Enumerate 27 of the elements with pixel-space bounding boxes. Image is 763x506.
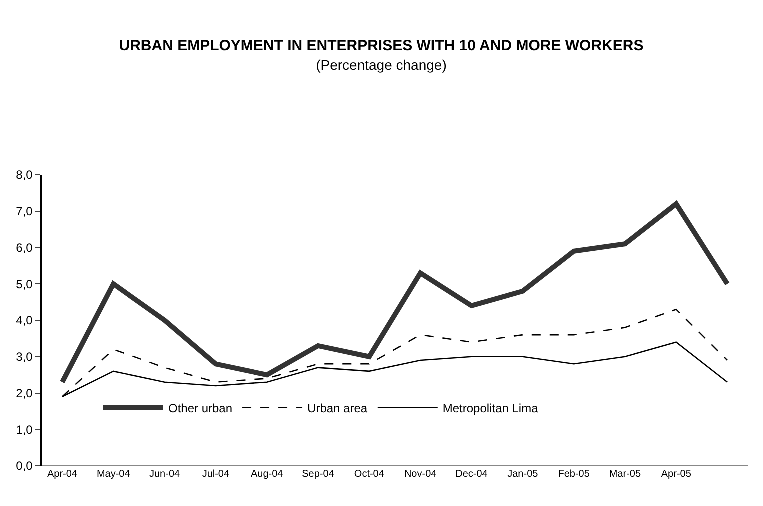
x-tick-label: Dec-04 <box>456 469 488 480</box>
y-tick-label: 7,0 <box>16 204 34 219</box>
x-tick-label: Aug-04 <box>250 469 284 480</box>
y-tick-label: 2,0 <box>16 386 34 400</box>
x-tick-label: Sep-04 <box>302 469 335 480</box>
x-tick-label: Jul-04 <box>202 469 230 480</box>
x-tick-label: Oct-04 <box>354 469 385 480</box>
legend-label: Metropolitan Lima <box>442 401 539 416</box>
x-tick-label: Apr-04 <box>47 469 78 480</box>
x-tick-label: May-04 <box>96 469 131 480</box>
y-tick-label: 1,0 <box>16 422 34 437</box>
legend-label: Other urban <box>168 401 233 416</box>
x-tick-label: Jun-04 <box>149 469 181 480</box>
chart-subtitle: (Percentage change) <box>316 57 447 74</box>
x-tick-label: Apr-05 <box>661 469 692 480</box>
y-tick-label: 0,0 <box>16 459 34 474</box>
y-tick-label: 6,0 <box>16 240 34 255</box>
y-tick-label: 5,0 <box>16 277 34 292</box>
chart-title: URBAN EMPLOYMENT IN ENTERPRISES WITH 10 AND MORE WORKERS <box>119 38 644 55</box>
x-tick-label: Mar-05 <box>609 469 642 480</box>
x-tick-label: Nov-04 <box>404 469 438 480</box>
y-tick-label: 3,0 <box>16 350 34 364</box>
y-tick-label: 4,0 <box>16 314 34 328</box>
x-tick-label: Feb-05 <box>558 469 590 480</box>
y-tick-label: 8,0 <box>16 168 34 182</box>
legend-label: Urban area <box>308 401 368 416</box>
x-tick-label: Jan-05 <box>508 469 539 480</box>
